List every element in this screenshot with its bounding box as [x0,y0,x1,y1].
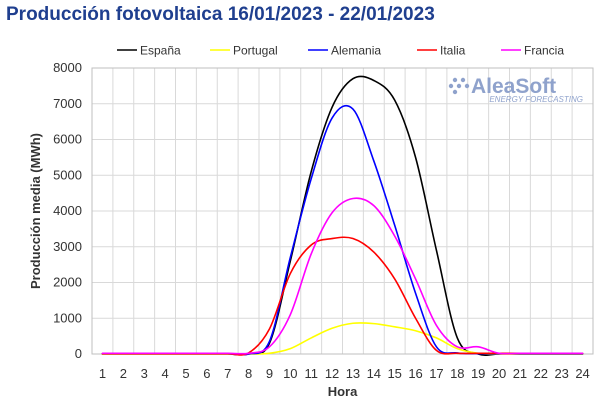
x-tick-label: 13 [346,366,360,381]
logo-dot [448,83,454,89]
legend-label-0: España [140,44,181,58]
series-line-4 [101,197,584,355]
logo-text: AleaSoft [471,75,556,98]
x-tick-label: 9 [266,366,273,381]
aleasoft-logo: AleaSoft ENERGY FORECASTING [448,75,583,104]
x-tick-label: 1 [99,366,106,381]
x-tick-label: 22 [534,366,548,381]
y-axis-title: Producción media (MWh) [28,133,43,289]
x-tick-label: 8 [245,366,252,381]
logo-dot [452,89,458,95]
x-tick-label: 7 [224,366,231,381]
x-tick-label: 20 [492,366,506,381]
logo-dot [464,83,470,89]
x-tick-label: 6 [203,366,210,381]
y-tick-label: 6000 [53,132,82,147]
y-tick-label: 4000 [53,203,82,218]
y-tick-label: 3000 [53,239,82,254]
y-tick-label: 7000 [53,96,82,111]
x-tick-label: 24 [575,366,589,381]
x-tick-label: 11 [304,366,318,381]
logo-dot [452,77,458,83]
y-tick-label: 2000 [53,275,82,290]
x-tick-label: 17 [429,366,443,381]
plot-border [91,67,594,355]
axes [91,67,594,355]
x-tick-label: 15 [387,366,401,381]
logo-subtitle: ENERGY FORECASTING [489,95,583,104]
x-tick-label: 23 [554,366,568,381]
x-tick-label: 14 [367,366,381,381]
x-tick-label: 19 [471,366,485,381]
x-tick-label: 2 [120,366,127,381]
logo-dot [460,77,466,83]
legend-label-2: Alemania [331,44,381,58]
x-tick-label: 16 [408,366,422,381]
x-tick-label: 3 [141,366,148,381]
chart-title: Producción fotovoltaica 16/01/2023 - 22/… [6,4,435,25]
x-tick-label: 4 [161,366,168,381]
series-lines [101,75,584,356]
y-tick-label: 8000 [53,60,82,75]
x-tick-label: 21 [513,366,527,381]
x-axis-title: Hora [328,384,358,399]
x-tick-label: 10 [283,366,297,381]
grid [91,67,594,355]
legend: España Portugal Alemania Italia Francia [117,44,564,58]
x-tick-label: 18 [450,366,464,381]
y-tick-label: 1000 [53,310,82,325]
legend-label-4: Francia [524,44,564,58]
logo-dot [456,83,462,89]
logo-dots-icon [448,77,470,95]
legend-label-1: Portugal [233,44,278,58]
x-tick-label: 12 [325,366,339,381]
legend-label-3: Italia [440,44,466,58]
y-tick-label: 5000 [53,167,82,182]
y-tick-label: 0 [75,346,82,361]
x-tick-label: 5 [182,366,189,381]
